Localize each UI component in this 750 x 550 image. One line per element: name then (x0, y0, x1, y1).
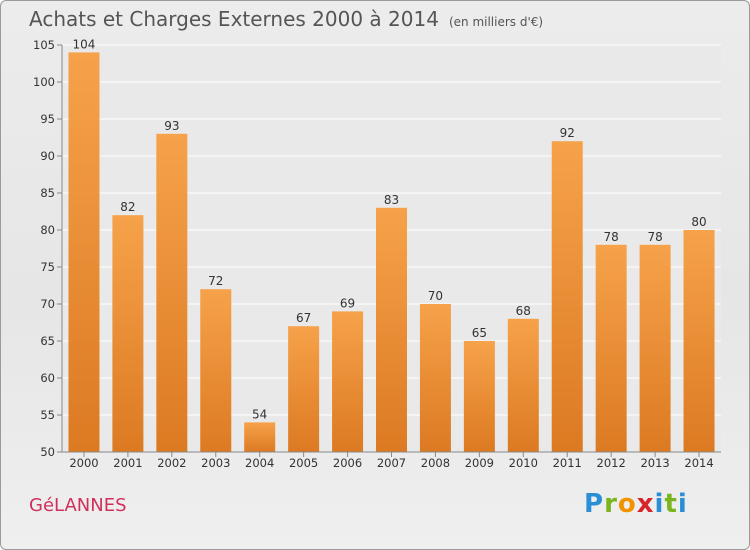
value-label-2007: 83 (384, 193, 399, 207)
chart-unit: (en milliers d'€) (448, 15, 544, 29)
x-tick-label-2013: 2013 (640, 456, 669, 470)
bar-2002 (156, 133, 188, 453)
bar-2012 (595, 244, 627, 452)
bar-2014 (683, 230, 715, 452)
x-tick-label-2009: 2009 (465, 456, 494, 470)
y-tick-label: 55 (40, 408, 55, 422)
value-label-2006: 69 (340, 296, 355, 310)
chart-title-text: Achats et Charges Externes 2000 à 2014 (29, 7, 439, 31)
bar-2009 (463, 341, 495, 452)
y-tick-label: 75 (40, 260, 55, 274)
bar-2011 (551, 141, 583, 452)
y-tick-label: 105 (33, 38, 55, 52)
x-tick-label-2004: 2004 (245, 456, 274, 470)
x-tick-label-2001: 2001 (113, 456, 142, 470)
value-label-2005: 67 (296, 311, 311, 325)
bar-2003 (200, 289, 232, 452)
y-tick-label: 50 (40, 445, 55, 459)
value-label-2004: 54 (252, 407, 267, 421)
proxiti-logo: Proxiti (584, 489, 688, 519)
value-label-2014: 80 (691, 215, 706, 229)
value-label-2001: 82 (120, 200, 135, 214)
bar-layer: 104 82 93 72 54 67 69 83 70 65 68 92 78 78 80 (68, 37, 715, 453)
x-tick-label-2010: 2010 (509, 456, 538, 470)
value-label-2012: 78 (604, 230, 619, 244)
x-tick-label-2014: 2014 (684, 456, 713, 470)
y-tick-label: 80 (40, 223, 55, 237)
y-tick-label: 90 (40, 149, 55, 163)
y-tick-label: 60 (40, 371, 55, 385)
axis-layer: 50 55 60 65 70 75 80 85 90 95 100 105 2000 2001 2002 20… (33, 38, 721, 470)
value-label-2011: 92 (560, 126, 575, 140)
bar-2008 (419, 304, 451, 452)
y-tick-label: 95 (40, 112, 55, 126)
bar-2006 (332, 311, 364, 452)
bar-2005 (288, 326, 320, 452)
value-label-2008: 70 (428, 289, 443, 303)
x-tick-label-2011: 2011 (553, 456, 582, 470)
x-tick-label-2007: 2007 (377, 456, 406, 470)
x-tick-label-2003: 2003 (201, 456, 230, 470)
x-tick-label-2002: 2002 (157, 456, 186, 470)
x-tick-label-2008: 2008 (421, 456, 450, 470)
x-tick-label-2005: 2005 (289, 456, 318, 470)
x-tick-label-2000: 2000 (69, 456, 98, 470)
y-tick-label: 70 (40, 297, 55, 311)
y-tick-label: 85 (40, 186, 55, 200)
chart-title: Achats et Charges Externes 2000 à 2014 (e… (29, 7, 543, 31)
bar-2004 (244, 422, 276, 452)
x-tick-label-2006: 2006 (333, 456, 362, 470)
bar-2010 (507, 318, 539, 452)
x-tick-label-2012: 2012 (597, 456, 626, 470)
value-label-2003: 72 (208, 274, 223, 288)
value-label-2013: 78 (647, 230, 662, 244)
y-tick-label: 65 (40, 334, 55, 348)
value-label-2009: 65 (472, 326, 487, 340)
value-label-2002: 93 (164, 119, 179, 133)
bar-2007 (376, 207, 407, 452)
y-tick-label: 100 (33, 75, 55, 89)
bar-2000 (68, 52, 100, 453)
value-label-2000: 104 (73, 37, 96, 51)
bar-2001 (112, 215, 144, 452)
value-label-2010: 68 (516, 304, 531, 318)
commune-name: GéLANNES (29, 495, 127, 516)
bar-2013 (639, 244, 671, 452)
